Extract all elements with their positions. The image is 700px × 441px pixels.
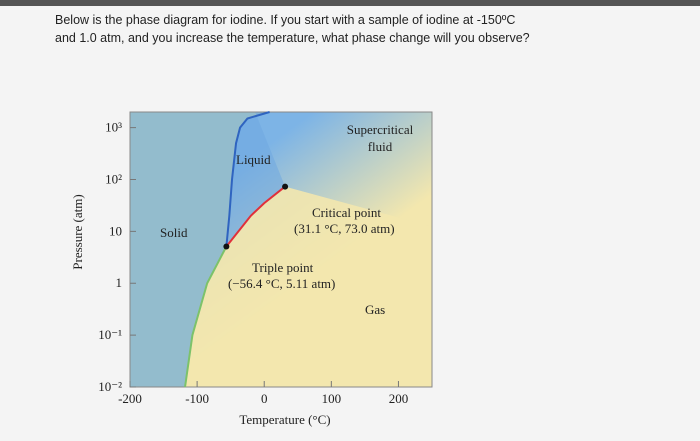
phase-diagram <box>129 111 433 388</box>
y-tick-label: 10⁻² <box>98 379 122 394</box>
point-label: (−56.4 °C, 5.11 atm) <box>228 276 335 291</box>
point-label: (31.1 °C, 73.0 atm) <box>294 221 395 236</box>
region-label: Solid <box>160 225 188 240</box>
x-tick-label: 100 <box>322 391 342 406</box>
phase-boundary <box>225 185 286 248</box>
x-tick-label: -200 <box>118 391 142 406</box>
point-name: Critical point <box>312 205 381 220</box>
y-axis-title: Pressure (atm) <box>70 194 85 269</box>
x-axis-title: Temperature (°C) <box>239 412 330 427</box>
liquid-region <box>226 112 286 247</box>
y-tick-label: 10⁻¹ <box>98 327 122 342</box>
y-tick-label: 10³ <box>105 120 122 135</box>
solid-region <box>130 112 270 387</box>
header-strip <box>0 0 700 6</box>
plot-frame <box>129 111 433 388</box>
question-line: and 1.0 atm, and you increase the temper… <box>55 31 530 45</box>
region-label: Supercritical <box>347 122 414 137</box>
region-label: Gas <box>365 302 385 317</box>
phase-point <box>223 243 230 250</box>
y-tick-label: 10 <box>109 223 122 238</box>
point-name: Triple point <box>252 260 314 275</box>
gas-region <box>185 186 432 387</box>
y-tick-label: 10² <box>105 171 122 186</box>
x-tick-label: 0 <box>261 391 268 406</box>
x-tick-label: 200 <box>389 391 409 406</box>
y-tick-label: 1 <box>116 275 123 290</box>
region-label: fluid <box>368 139 393 154</box>
region-label: Liquid <box>236 152 271 167</box>
phase-boundary <box>225 111 270 247</box>
x-tick-label: -100 <box>185 391 209 406</box>
question-line: Below is the phase diagram for iodine. I… <box>55 13 515 27</box>
phase-point <box>282 183 289 190</box>
phase-boundary <box>184 246 228 388</box>
